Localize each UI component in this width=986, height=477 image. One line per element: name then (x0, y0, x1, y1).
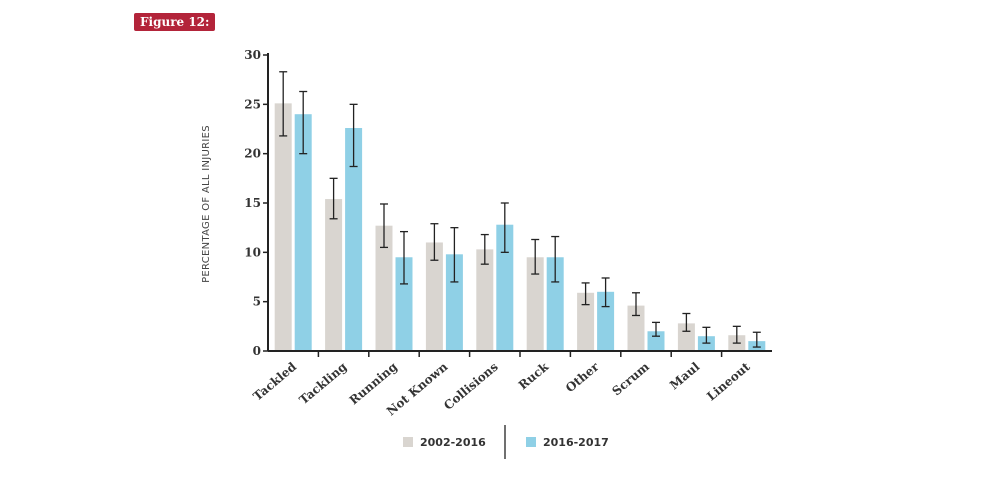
y-tick-label: 30 (244, 48, 261, 62)
figure-label: Figure 12: (134, 13, 216, 31)
legend-label: 2016-2017 (543, 436, 609, 449)
bar-tackling-2002-2016 (325, 199, 343, 351)
bar-tackled-2002-2016 (274, 103, 292, 351)
bar-other-2016-2017 (597, 291, 615, 351)
x-tick-label: Ruck (516, 359, 552, 392)
x-tick-label: Tackling (297, 359, 350, 407)
bar-ruck-2016-2017 (546, 257, 564, 351)
bar-not-known-2002-2016 (425, 242, 443, 351)
bar-scrum-2002-2016 (627, 305, 645, 351)
bar-collisions-2002-2016 (476, 249, 494, 351)
y-tick-label: 25 (244, 97, 261, 111)
x-tick-label: Maul (667, 359, 703, 392)
bar-scrum-2016-2017 (647, 331, 665, 351)
y-tick-label: 15 (244, 196, 261, 210)
bar-tackled-2016-2017 (294, 114, 312, 351)
legend-swatch-2002-2016 (403, 437, 413, 447)
y-tick-label: 20 (244, 147, 261, 161)
legend: 2002-2016 2016-2017 (403, 425, 609, 459)
bar-running-2016-2017 (395, 257, 413, 351)
x-tick-label: Tackled (250, 359, 299, 403)
x-tick-label: Collisions (441, 359, 501, 412)
bar-ruck-2002-2016 (526, 257, 544, 351)
bars-group (274, 103, 766, 351)
legend-swatch-2016-2017 (526, 437, 536, 447)
bar-running-2002-2016 (375, 225, 393, 351)
bar-maul-2002-2016 (677, 323, 695, 351)
x-tick-label: Lineout (704, 359, 753, 403)
bar-collisions-2016-2017 (496, 224, 514, 351)
y-axis-label: PERCENTAGE OF ALL INJURIES (201, 125, 212, 283)
y-tick-label: 10 (244, 245, 261, 259)
x-tick-label: Other (563, 359, 602, 395)
x-tick-label: Scrum (609, 359, 652, 398)
bar-tackling-2016-2017 (345, 128, 363, 351)
bar-not-known-2016-2017 (445, 254, 463, 351)
legend-label: 2002-2016 (420, 436, 486, 449)
error-bars-group (279, 71, 761, 348)
y-tick-label: 5 (253, 295, 261, 309)
y-tick-label: 0 (253, 344, 261, 358)
bar-other-2002-2016 (577, 292, 595, 351)
